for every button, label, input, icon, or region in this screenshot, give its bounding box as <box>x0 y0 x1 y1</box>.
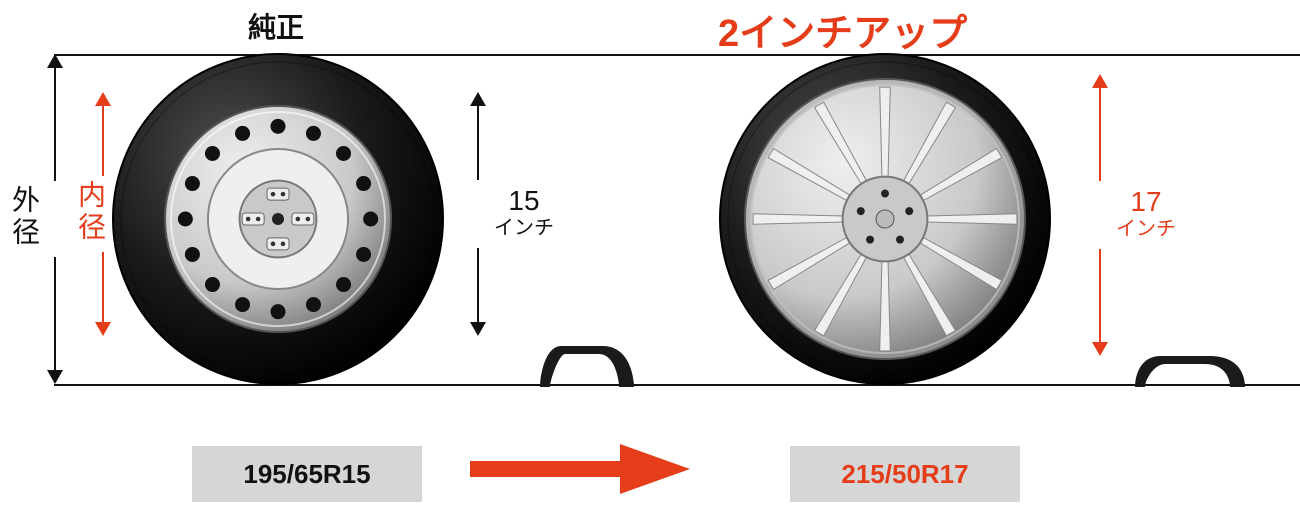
dim-17-num: 17 <box>1130 186 1161 217</box>
wheel-stock <box>103 44 453 394</box>
outer-dim-label: 外径 <box>4 185 44 249</box>
dim-17-unit: インチ <box>1116 218 1176 240</box>
size-tag-left: 195/65R15 <box>192 446 422 502</box>
wheel-inchup <box>710 44 1060 394</box>
tire-profile-right <box>1130 350 1250 394</box>
dim-15-num: 15 <box>508 185 539 216</box>
dim-15-unit: インチ <box>494 217 554 239</box>
dim-17-arrow <box>1085 0 1115 420</box>
dim-17-label: 17 インチ <box>1116 187 1176 240</box>
arrow-icon <box>470 444 690 494</box>
dim-15-arrow <box>463 0 493 420</box>
diagram-stage: 純正 2インチアップ 外径 内径 15 インチ 17 インチ 195/65R15… <box>0 0 1300 522</box>
size-tag-right: 215/50R17 <box>790 446 1020 502</box>
dim-15-label: 15 インチ <box>494 186 554 239</box>
outer-dim-arrow <box>40 0 70 420</box>
title-stock: 純正 <box>248 6 304 46</box>
tire-profile-left <box>535 340 639 394</box>
